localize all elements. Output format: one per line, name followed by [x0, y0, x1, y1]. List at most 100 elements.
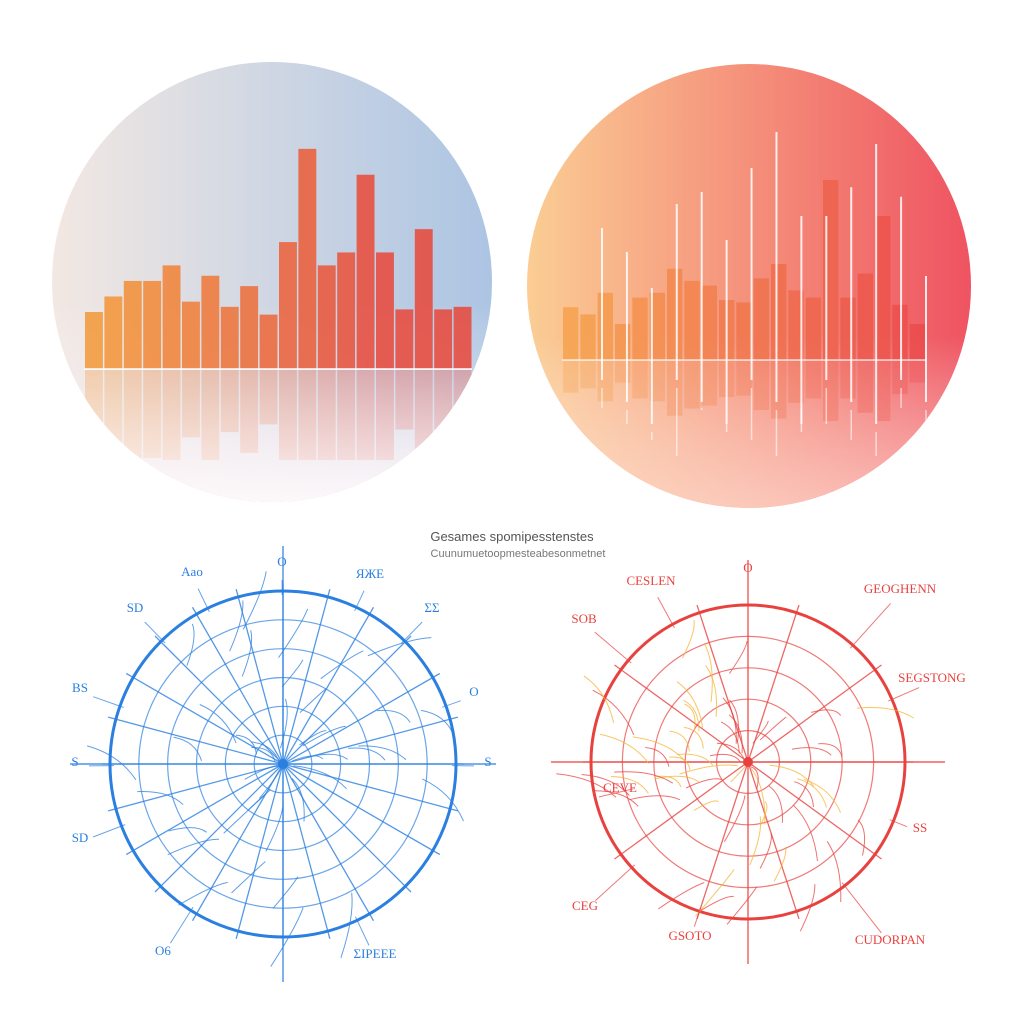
left-bar: [85, 312, 103, 369]
polar-strand: [676, 681, 704, 728]
polar-label: CESLEN: [626, 573, 676, 588]
right-bar-reflection: [892, 361, 908, 395]
polar-spoke: [282, 588, 331, 765]
right-bar: [667, 268, 683, 360]
right-bar-reflection: [823, 361, 839, 421]
polar-leader: [197, 588, 210, 613]
polar-strand: [669, 756, 691, 771]
polar-strand: [281, 659, 304, 688]
polar-center: [743, 757, 753, 767]
right-bar: [788, 290, 804, 360]
right-bar: [615, 324, 631, 360]
right-bar-reflection: [840, 361, 856, 399]
right-bar: [823, 180, 839, 360]
polar-spoke: [125, 672, 284, 765]
right-bar-reflection: [667, 361, 683, 416]
right-bar: [736, 302, 752, 360]
polar-spoke: [154, 635, 284, 765]
right-bar-reflection: [909, 361, 925, 383]
polar-strand: [583, 675, 615, 724]
right-bar-reflection: [597, 361, 613, 402]
polar-leader: [598, 788, 634, 798]
polar-strand: [629, 795, 681, 801]
left-bar: [356, 174, 375, 369]
polar-strand: [348, 747, 386, 761]
right-bar-reflection: [701, 361, 717, 406]
polar-label: CEVE: [603, 780, 637, 795]
polar-strand: [306, 753, 348, 760]
polar-spoke: [282, 635, 412, 765]
polar-center: [278, 759, 288, 769]
left-bar: [317, 265, 336, 369]
polar-spoke: [282, 763, 375, 922]
polar-strand: [768, 785, 783, 823]
polar-spoke: [747, 761, 882, 860]
left-bar: [434, 309, 453, 369]
right-bar-reflection: [632, 361, 648, 399]
polar-strand: [614, 771, 674, 784]
polar-strand: [679, 764, 739, 775]
polar-leader: [657, 597, 675, 629]
polar-leader: [849, 603, 892, 649]
polar-leader: [841, 882, 882, 934]
polar-strand: [826, 841, 842, 903]
polar-strand: [726, 886, 758, 925]
polar-strand: [720, 721, 740, 754]
left-bar: [162, 265, 181, 369]
polar-strand: [709, 753, 742, 763]
polar-strand: [681, 619, 695, 659]
polar-strand: [685, 778, 723, 789]
polar-strand: [803, 778, 842, 813]
polar-strand: [728, 640, 748, 674]
polar-leader: [170, 906, 194, 944]
polar-strand: [705, 665, 718, 717]
polar-strand: [137, 790, 184, 806]
polar-spoke: [282, 763, 459, 812]
right-bar: [597, 292, 613, 360]
left-bar: [201, 275, 220, 369]
caption-line-2: Cuunumuetoopmesteabesonmetnet: [431, 548, 606, 560]
polar-strand: [186, 623, 195, 666]
polar-label: SOB: [571, 611, 597, 626]
right-bar: [840, 297, 856, 360]
polar-strand: [760, 801, 768, 826]
right-chart-panel: [527, 64, 971, 508]
polar-strand: [750, 768, 766, 825]
polar-label: Ο6: [155, 943, 171, 958]
polar-strand: [292, 755, 324, 762]
polar-strand: [594, 790, 639, 807]
polar-strand: [728, 714, 743, 754]
polar-strand: [632, 736, 686, 762]
right-bar: [753, 278, 769, 360]
polar-strand: [703, 642, 713, 703]
polar-leader: [92, 824, 126, 838]
right-bar: [771, 264, 787, 360]
polar-strand: [299, 730, 327, 746]
right-bar: [632, 297, 648, 360]
polar-strand: [251, 747, 276, 762]
polar-strand: [669, 730, 690, 752]
polar-leader: [889, 819, 908, 828]
polar-spoke: [107, 716, 284, 765]
right-bar: [805, 297, 821, 360]
polar-spoke: [154, 763, 284, 893]
polar-leader: [442, 700, 461, 708]
polar-spoke: [282, 606, 375, 765]
left-bar: [182, 301, 200, 369]
polar-spoke: [282, 763, 412, 893]
polar-spoke: [282, 672, 441, 765]
polar-strand: [86, 745, 137, 781]
polar-label: SS: [913, 820, 927, 835]
left-bar: [453, 306, 472, 369]
right-bar-reflection: [788, 361, 804, 403]
caption-line-1: Gesames spomipesstenstes: [430, 529, 594, 544]
polar-strand: [231, 861, 266, 894]
polar-strand: [818, 743, 843, 758]
polar-leader: [354, 916, 370, 946]
polar-strand: [302, 725, 346, 747]
polar-strand: [676, 753, 714, 766]
polar-leader: [693, 907, 702, 927]
polar-leader: [354, 590, 365, 612]
polar-strand: [376, 709, 411, 723]
polar-label: O: [277, 554, 286, 569]
